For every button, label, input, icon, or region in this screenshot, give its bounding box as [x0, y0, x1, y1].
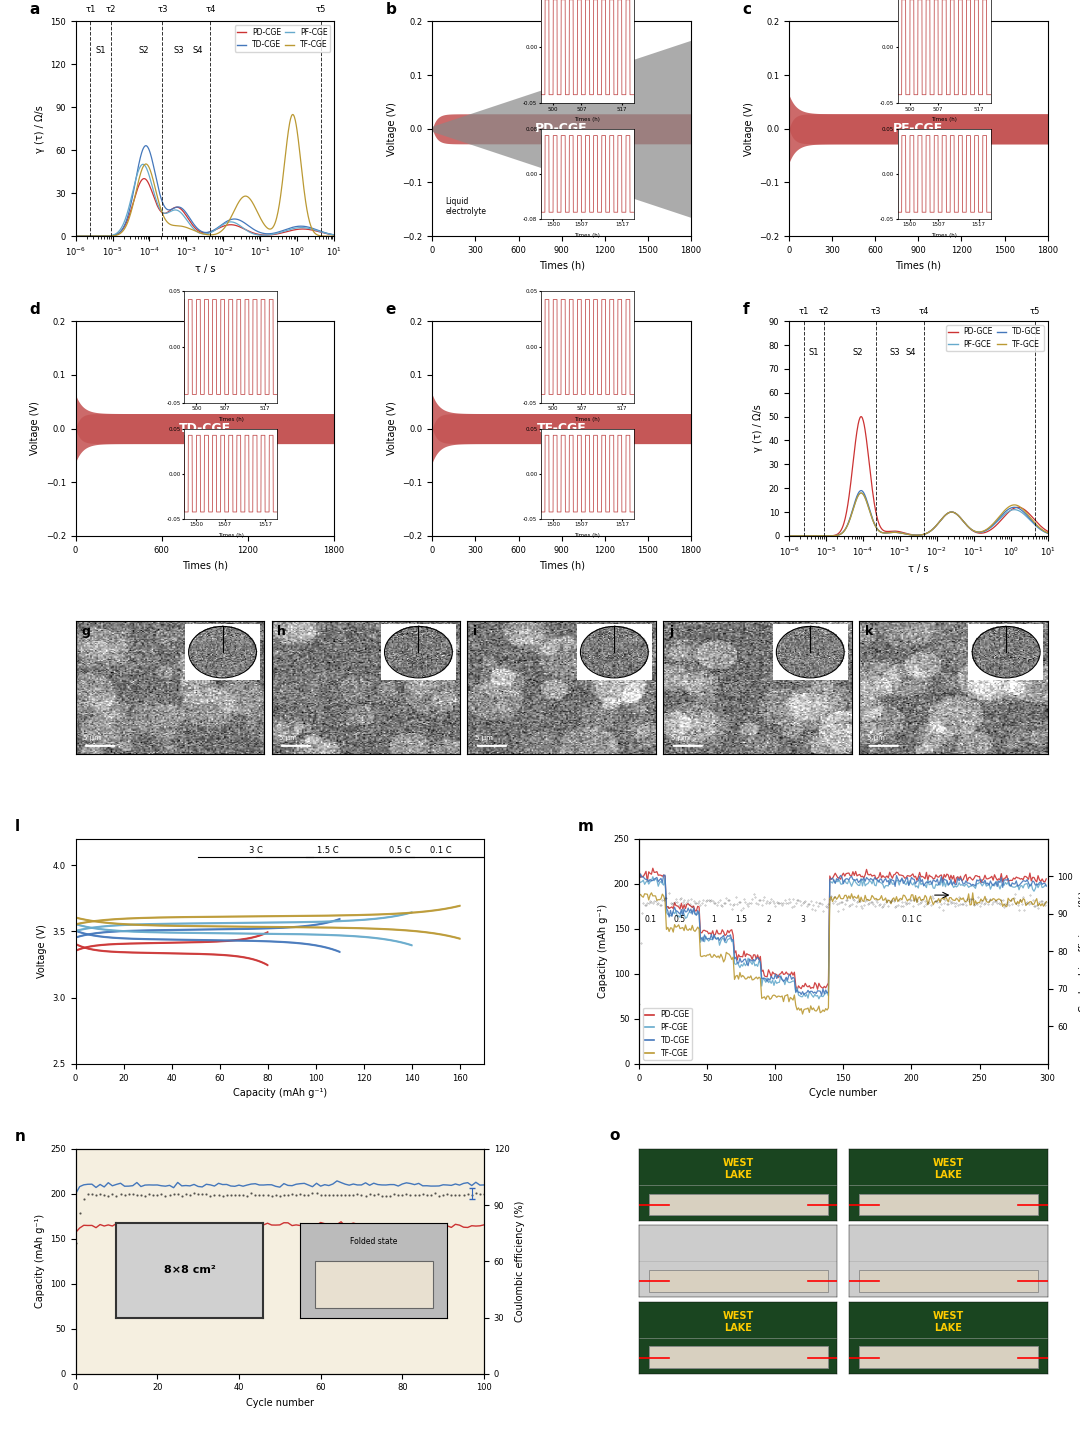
Text: d: d — [29, 302, 40, 316]
Text: S1: S1 — [809, 348, 820, 356]
Y-axis label: γ (τ) / Ω/s: γ (τ) / Ω/s — [35, 104, 44, 153]
Y-axis label: Voltage (V): Voltage (V) — [37, 924, 48, 979]
Text: 5 μm: 5 μm — [475, 734, 492, 741]
Y-axis label: γ (τ) / Ω/s: γ (τ) / Ω/s — [753, 405, 764, 452]
Text: m: m — [578, 820, 594, 834]
Text: τ3: τ3 — [157, 6, 167, 14]
Text: τ4: τ4 — [205, 6, 216, 14]
Text: h: h — [278, 625, 286, 638]
Text: l: l — [14, 820, 19, 834]
Text: e: e — [386, 302, 396, 316]
Y-axis label: Voltage (V): Voltage (V) — [744, 102, 754, 156]
Text: k: k — [865, 625, 873, 638]
Text: a: a — [29, 3, 40, 17]
Y-axis label: Capacity (mAh g⁻¹): Capacity (mAh g⁻¹) — [35, 1215, 44, 1308]
Text: τ3: τ3 — [870, 308, 881, 316]
Text: TF-CGE: TF-CGE — [537, 422, 586, 435]
Text: b: b — [386, 3, 396, 17]
Text: S3: S3 — [889, 348, 900, 356]
Text: 5 μm: 5 μm — [279, 734, 297, 741]
Text: 5 μm: 5 μm — [83, 734, 102, 741]
Text: 5 μm: 5 μm — [867, 734, 885, 741]
Text: S2: S2 — [138, 46, 149, 54]
Text: WEST
LAKE: WEST LAKE — [933, 1158, 964, 1179]
Y-axis label: Coulombic efficiency (%): Coulombic efficiency (%) — [515, 1201, 525, 1322]
X-axis label: Times (h): Times (h) — [539, 560, 584, 570]
Text: 0.5 C: 0.5 C — [389, 846, 410, 856]
Text: 2: 2 — [766, 914, 771, 923]
Text: 0.5: 0.5 — [674, 914, 686, 923]
X-axis label: τ / s: τ / s — [194, 263, 215, 273]
X-axis label: τ / s: τ / s — [908, 564, 929, 574]
Text: τ5: τ5 — [316, 6, 326, 14]
Y-axis label: Capacity (mAh g⁻¹): Capacity (mAh g⁻¹) — [598, 904, 608, 999]
Legend: PD-CGE, TD-CGE, PF-CGE, TF-CGE: PD-CGE, TD-CGE, PF-CGE, TF-CGE — [234, 26, 330, 52]
Y-axis label: Voltage (V): Voltage (V) — [30, 402, 40, 455]
Text: τ2: τ2 — [106, 6, 116, 14]
Text: τ5: τ5 — [1029, 308, 1040, 316]
Text: 5 μm: 5 μm — [671, 734, 689, 741]
X-axis label: Cycle number: Cycle number — [809, 1088, 877, 1098]
Legend: PD-GCE, PF-GCE, TD-GCE, TF-GCE: PD-GCE, PF-GCE, TD-GCE, TF-GCE — [946, 325, 1043, 352]
Y-axis label: Coulombic efficiency (%): Coulombic efficiency (%) — [1079, 890, 1080, 1012]
Text: Liquid
electrolyte: Liquid electrolyte — [445, 197, 486, 216]
X-axis label: Cycle number: Cycle number — [246, 1398, 314, 1408]
Text: WEST
LAKE: WEST LAKE — [933, 1311, 964, 1332]
Text: 1: 1 — [712, 914, 716, 923]
Y-axis label: Voltage (V): Voltage (V) — [387, 402, 397, 455]
Text: WEST
LAKE: WEST LAKE — [723, 1158, 754, 1179]
Text: TD-CGE: TD-CGE — [179, 422, 231, 435]
X-axis label: Times (h): Times (h) — [539, 260, 584, 270]
Text: n: n — [14, 1129, 25, 1145]
Text: S4: S4 — [192, 46, 203, 54]
Text: WEST
LAKE: WEST LAKE — [723, 1311, 754, 1332]
Text: S2: S2 — [852, 348, 863, 356]
Text: τ4: τ4 — [919, 308, 929, 316]
Y-axis label: Voltage (V): Voltage (V) — [387, 102, 397, 156]
Text: S1: S1 — [95, 46, 106, 54]
Text: τ1: τ1 — [799, 308, 809, 316]
Text: 3: 3 — [800, 914, 805, 923]
Text: c: c — [743, 3, 752, 17]
Text: f: f — [743, 302, 750, 316]
Text: PD-CGE: PD-CGE — [536, 122, 588, 136]
Text: 1.5 C: 1.5 C — [318, 846, 339, 856]
Text: j: j — [669, 625, 673, 638]
Text: τ2: τ2 — [819, 308, 829, 316]
Text: PF-CGE: PF-CGE — [893, 122, 944, 136]
Text: τ1: τ1 — [85, 6, 95, 14]
Text: 3 C: 3 C — [248, 846, 262, 856]
Text: g: g — [81, 625, 90, 638]
Text: i: i — [473, 625, 477, 638]
Text: 0.1 C: 0.1 C — [430, 846, 451, 856]
X-axis label: Times (h): Times (h) — [895, 260, 942, 270]
X-axis label: Times (h): Times (h) — [181, 560, 228, 570]
X-axis label: Capacity (mAh g⁻¹): Capacity (mAh g⁻¹) — [232, 1088, 327, 1098]
Text: 1.5: 1.5 — [735, 914, 747, 923]
Text: S3: S3 — [174, 46, 185, 54]
Legend: PD-CGE, PF-CGE, TD-CGE, TF-CGE: PD-CGE, PF-CGE, TD-CGE, TF-CGE — [643, 1007, 692, 1060]
Text: o: o — [609, 1128, 620, 1143]
Text: 0.1: 0.1 — [644, 914, 656, 923]
Text: S4: S4 — [906, 348, 916, 356]
Text: 0.1 C: 0.1 C — [902, 914, 921, 923]
